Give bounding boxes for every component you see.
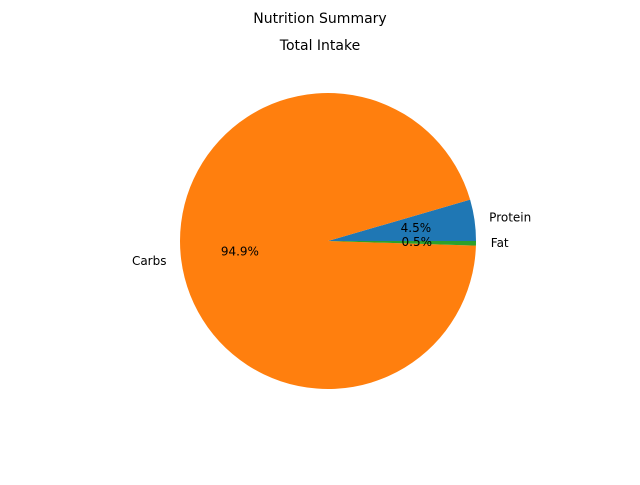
slice-label-protein: Protein (489, 211, 531, 225)
pie-labels: Protein 4.5% Carbs 94.9% Fat 0.5% (132, 211, 531, 268)
pie-slice-protein (328, 199, 476, 241)
slice-label-carbs: Carbs (132, 254, 167, 268)
chart-suptitle: Nutrition Summary (253, 11, 386, 27)
pie-slice-fat (328, 241, 476, 246)
slice-percent-fat: 0.5% (402, 235, 433, 249)
slice-percent-protein: 4.5% (401, 221, 432, 235)
slice-label-fat: Fat (491, 236, 509, 250)
pie-slice-carbs (180, 92, 476, 389)
chart-title: Total Intake (279, 38, 360, 54)
slice-percent-carbs: 94.9% (221, 245, 259, 259)
pie-slices (180, 92, 476, 389)
